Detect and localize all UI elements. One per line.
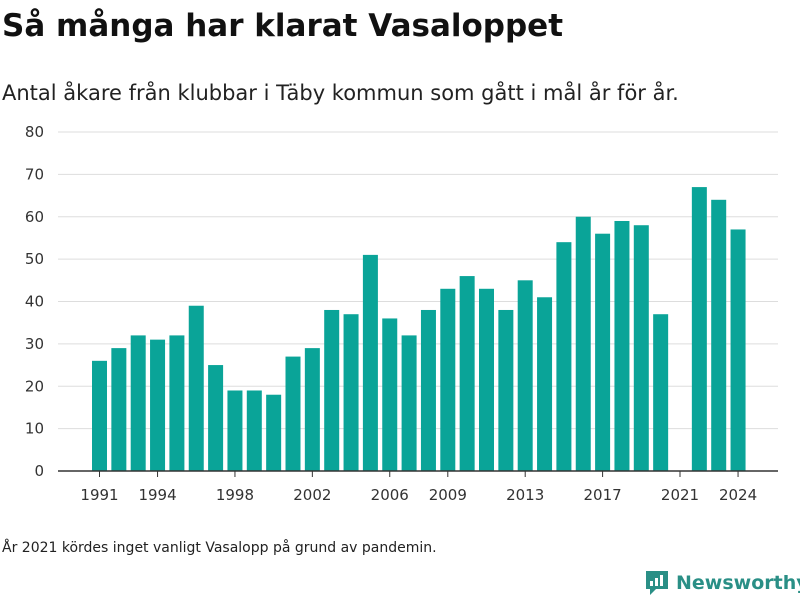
bar-1999 bbox=[246, 390, 262, 471]
bar-2005 bbox=[362, 254, 378, 471]
bar-2001 bbox=[285, 356, 301, 471]
bar-2007 bbox=[401, 335, 417, 471]
y-tick-label-80: 80 bbox=[25, 123, 44, 141]
bar-2004 bbox=[343, 314, 359, 471]
brand-name: Newsworthy bbox=[676, 572, 800, 594]
bar-2013 bbox=[517, 280, 533, 471]
x-tick-label-2017: 2017 bbox=[584, 486, 622, 504]
y-tick-label-30: 30 bbox=[25, 335, 44, 353]
page-subtitle: Antal åkare från klubbar i Täby kommun s… bbox=[2, 81, 679, 105]
y-tick-label-50: 50 bbox=[25, 250, 44, 268]
y-tick-label-60: 60 bbox=[25, 208, 44, 226]
bar-2017 bbox=[595, 233, 611, 471]
y-tick-label-20: 20 bbox=[25, 377, 44, 395]
bar-2024 bbox=[730, 229, 746, 471]
x-tick-label-2006: 2006 bbox=[371, 486, 409, 504]
x-tick-label-2021: 2021 bbox=[661, 486, 699, 504]
bar-1994 bbox=[150, 339, 166, 471]
brand-logo[interactable]: Newsworthy bbox=[644, 568, 800, 598]
x-tick-label-1998: 1998 bbox=[216, 486, 254, 504]
x-tick-label-2024: 2024 bbox=[719, 486, 757, 504]
y-tick-label-70: 70 bbox=[25, 165, 44, 183]
bar-2012 bbox=[498, 309, 514, 471]
bar-2003 bbox=[324, 309, 340, 471]
bar-1992 bbox=[111, 348, 127, 471]
newsworthy-logo-icon bbox=[646, 571, 668, 595]
bar-1997 bbox=[208, 365, 224, 471]
bars bbox=[92, 187, 746, 472]
bar-2020 bbox=[653, 314, 669, 471]
bar-2008 bbox=[420, 309, 436, 471]
bar-1995 bbox=[169, 335, 185, 471]
gridlines bbox=[58, 131, 778, 430]
y-tick-label-40: 40 bbox=[25, 293, 44, 311]
bar-2010 bbox=[459, 276, 475, 471]
bar-2016 bbox=[575, 216, 591, 471]
page-title: Så många har klarat Vasaloppet bbox=[2, 8, 564, 44]
y-axis: 0 10 20 30 40 50 60 70 80 bbox=[25, 123, 44, 480]
x-axis: 1991 1994 1998 2002 2006 2009 2013 2017 2021 2024 bbox=[58, 470, 778, 504]
bar-2002 bbox=[304, 348, 320, 471]
bar-2022 bbox=[691, 187, 707, 471]
bar-2009 bbox=[440, 288, 456, 471]
footnote: År 2021 kördes inget vanligt Vasalopp på… bbox=[2, 540, 437, 556]
bar-1998 bbox=[227, 390, 243, 471]
y-tick-label-10: 10 bbox=[25, 420, 44, 438]
x-tick-label-1994: 1994 bbox=[138, 486, 176, 504]
x-tick-label-2002: 2002 bbox=[293, 486, 331, 504]
bar-1996 bbox=[188, 305, 204, 471]
bar-1993 bbox=[130, 335, 146, 471]
bar-2018 bbox=[614, 220, 630, 471]
x-tick-label-2009: 2009 bbox=[429, 486, 467, 504]
bar-2014 bbox=[537, 297, 553, 471]
bar-2023 bbox=[711, 199, 727, 472]
x-tick-label-1991: 1991 bbox=[80, 486, 118, 504]
bar-2019 bbox=[633, 225, 649, 471]
y-tick-label-0: 0 bbox=[34, 462, 44, 480]
bar-1991 bbox=[92, 360, 107, 471]
bar-2000 bbox=[266, 394, 282, 471]
bar-2006 bbox=[382, 318, 398, 471]
bar-2011 bbox=[479, 288, 494, 471]
bar-2015 bbox=[556, 242, 572, 471]
x-tick-label-2013: 2013 bbox=[506, 486, 544, 504]
